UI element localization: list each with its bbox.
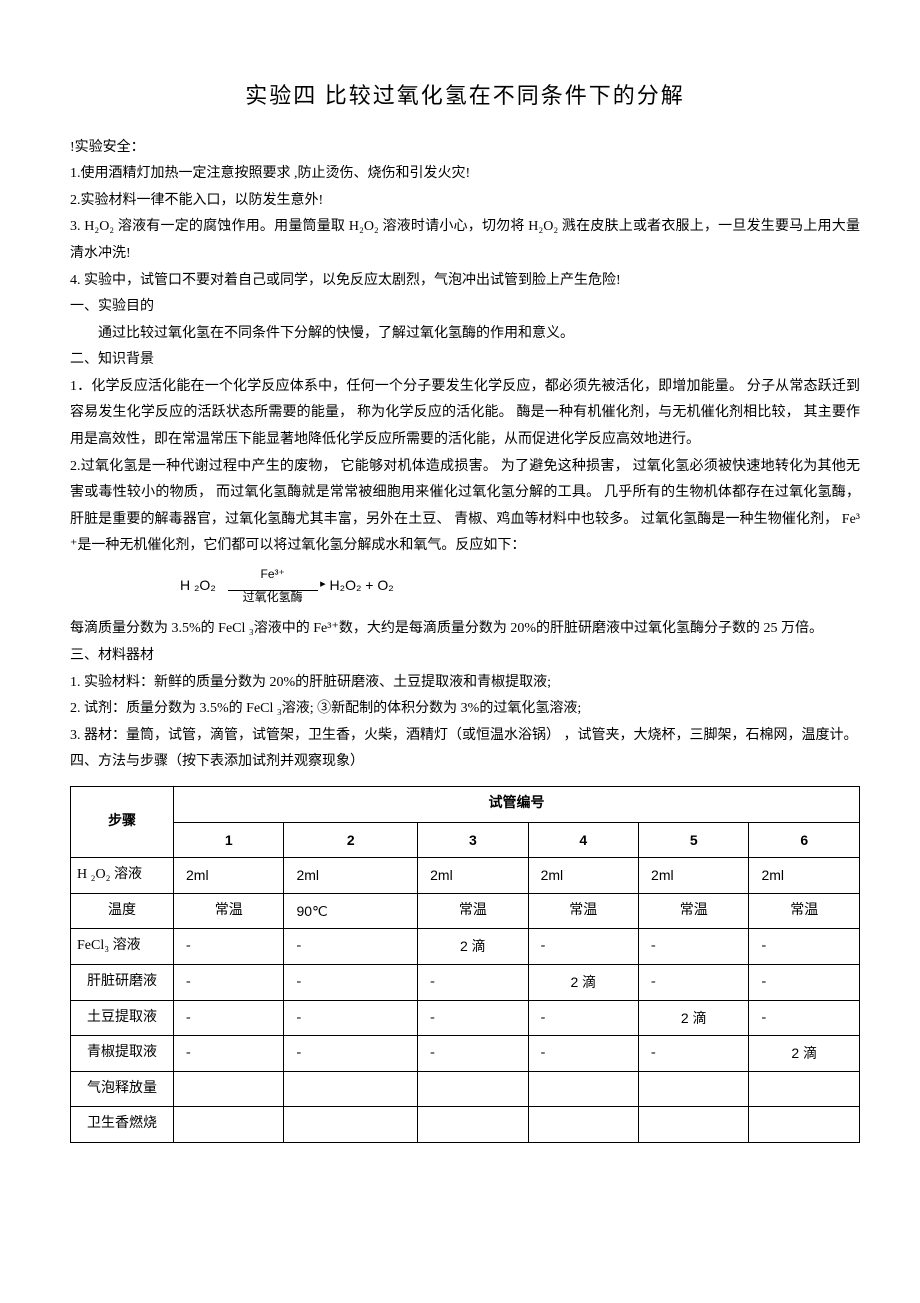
table-cell: - xyxy=(418,1000,528,1036)
table-cell: - xyxy=(284,1036,418,1072)
row-label: FeCl₃ 溶液 xyxy=(71,929,174,965)
formula-bottom: 过氧化氢酶 xyxy=(228,591,318,604)
table-cell: - xyxy=(174,1036,284,1072)
table-row: 青椒提取液-----2 滴 xyxy=(71,1036,860,1072)
table-cell: 常温 xyxy=(749,893,860,929)
th-col-2: 2 xyxy=(284,822,418,858)
row-label: 土豆提取液 xyxy=(71,1000,174,1036)
page-title: 实验四 比较过氧化氢在不同条件下的分解 xyxy=(70,75,860,117)
section2-p3: 每滴质量分数为 3.5%的 FeCl ₃溶液中的 Fe³⁺数，大约是每滴质量分数… xyxy=(70,616,860,643)
table-cell: 常温 xyxy=(528,893,638,929)
table-cell: 常温 xyxy=(174,893,284,929)
table-cell xyxy=(418,1071,528,1107)
row-label: 肝脏研磨液 xyxy=(71,964,174,1000)
table-cell: - xyxy=(749,1000,860,1036)
table-cell xyxy=(174,1107,284,1143)
safety-item-3: 3. H₂O₂ 溶液有一定的腐蚀作用。用量筒量取 H₂O₂ 溶液时请小心，切勿将… xyxy=(70,214,860,267)
table-cell xyxy=(284,1107,418,1143)
table-row: H ₂O₂ 溶液2ml2ml2ml2ml2ml2ml xyxy=(71,858,860,894)
table-cell: - xyxy=(174,964,284,1000)
th-col-1: 1 xyxy=(174,822,284,858)
table-cell: 常温 xyxy=(639,893,749,929)
table-row: 温度常温90℃常温常温常温常温 xyxy=(71,893,860,929)
table-cell: - xyxy=(418,1036,528,1072)
th-col-3: 3 xyxy=(418,822,528,858)
row-label: 温度 xyxy=(71,893,174,929)
table-cell xyxy=(749,1071,860,1107)
table-cell: - xyxy=(639,929,749,965)
row-label: 气泡释放量 xyxy=(71,1071,174,1107)
th-tube-number: 试管编号 xyxy=(174,786,860,822)
section3-item-1: 1. 实验材料：新鲜的质量分数为 20%的肝脏研磨液、土豆提取液和青椒提取液; xyxy=(70,670,860,697)
table-row: 气泡释放量 xyxy=(71,1071,860,1107)
table-cell xyxy=(528,1107,638,1143)
safety-item-1: 1.使用酒精灯加热一定注意按照要求 ,防止烫伤、烧伤和引发火灾! xyxy=(70,161,860,188)
table-cell: - xyxy=(174,1000,284,1036)
table-cell: 2ml xyxy=(528,858,638,894)
section3-item-2: 2. 试剂：质量分数为 3.5%的 FeCl ₃溶液; ③新配制的体积分数为 3… xyxy=(70,696,860,723)
formula-arrow: Fe³⁺ 过氧化氢酶 xyxy=(228,568,318,604)
safety-item-4: 4. 实验中，试管口不要对着自己或同学，以免反应太剧烈，气泡冲出试管到脸上产生危… xyxy=(70,268,860,295)
section2-heading: 二、知识背景 xyxy=(70,347,860,374)
th-step: 步骤 xyxy=(71,786,174,857)
table-cell: 90℃ xyxy=(284,893,418,929)
row-label: 青椒提取液 xyxy=(71,1036,174,1072)
table-cell: 2ml xyxy=(418,858,528,894)
section3-heading: 三、材料器材 xyxy=(70,643,860,670)
table-cell xyxy=(418,1107,528,1143)
table-cell: 常温 xyxy=(418,893,528,929)
th-col-6: 6 xyxy=(749,822,860,858)
safety-heading: !实验安全： xyxy=(70,135,860,162)
section1-body: 通过比较过氧化氢在不同条件下分解的快慢，了解过氧化氢酶的作用和意义。 xyxy=(70,321,860,348)
table-cell xyxy=(639,1071,749,1107)
th-col-4: 4 xyxy=(528,822,638,858)
table-cell: 2ml xyxy=(749,858,860,894)
table-cell: - xyxy=(749,929,860,965)
table-row: FeCl₃ 溶液--2 滴--- xyxy=(71,929,860,965)
formula-right: H₂O₂ + O₂ xyxy=(330,577,394,593)
table-row: 肝脏研磨液---2 滴-- xyxy=(71,964,860,1000)
formula-left: H ₂O₂ xyxy=(180,577,216,593)
table-cell: - xyxy=(749,964,860,1000)
table-cell xyxy=(284,1071,418,1107)
section3-item-3: 3. 器材：量筒，试管，滴管，试管架，卫生香，火柴，酒精灯（或恒温水浴锅） ，试… xyxy=(70,723,860,750)
section2-p1: 1．化学反应活化能在一个化学反应体系中，任何一个分子要发生化学反应，都必须先被活… xyxy=(70,374,860,454)
table-cell xyxy=(174,1071,284,1107)
table-cell: 2ml xyxy=(174,858,284,894)
table-cell xyxy=(528,1071,638,1107)
table-cell: - xyxy=(528,1000,638,1036)
arrow-icon xyxy=(228,581,318,591)
reaction-formula: H ₂O₂ Fe³⁺ 过氧化氢酶 H₂O₂ + O₂ xyxy=(70,568,860,604)
row-label: 卫生香燃烧 xyxy=(71,1107,174,1143)
table-cell: - xyxy=(418,964,528,1000)
table-cell xyxy=(749,1107,860,1143)
table-cell: 2 滴 xyxy=(639,1000,749,1036)
table-cell: 2 滴 xyxy=(749,1036,860,1072)
table-cell: 2 滴 xyxy=(528,964,638,1000)
th-col-5: 5 xyxy=(639,822,749,858)
section4-heading: 四、方法与步骤（按下表添加试剂并观察现象） xyxy=(70,749,860,776)
formula-top: Fe³⁺ xyxy=(228,568,318,581)
table-cell: 2ml xyxy=(284,858,418,894)
table-cell xyxy=(639,1107,749,1143)
procedure-table: 步骤 试管编号 1 2 3 4 5 6 H ₂O₂ 溶液2ml2ml2ml2ml… xyxy=(70,786,860,1143)
table-row-header2: 1 2 3 4 5 6 xyxy=(71,822,860,858)
table-cell: - xyxy=(639,1036,749,1072)
table-row-header1: 步骤 试管编号 xyxy=(71,786,860,822)
table-cell: - xyxy=(284,929,418,965)
table-cell: - xyxy=(284,964,418,1000)
table-cell: - xyxy=(639,964,749,1000)
table-cell: - xyxy=(528,929,638,965)
table-cell: - xyxy=(284,1000,418,1036)
section1-heading: 一、实验目的 xyxy=(70,294,860,321)
table-cell: - xyxy=(174,929,284,965)
safety-item-2: 2.实验材料一律不能入口，以防发生意外! xyxy=(70,188,860,215)
row-label: H ₂O₂ 溶液 xyxy=(71,858,174,894)
table-row: 土豆提取液----2 滴- xyxy=(71,1000,860,1036)
table-cell: 2ml xyxy=(639,858,749,894)
table-cell: - xyxy=(528,1036,638,1072)
table-row: 卫生香燃烧 xyxy=(71,1107,860,1143)
section2-p2: 2.过氧化氢是一种代谢过程中产生的废物， 它能够对机体造成损害。 为了避免这种损… xyxy=(70,454,860,560)
table-cell: 2 滴 xyxy=(418,929,528,965)
